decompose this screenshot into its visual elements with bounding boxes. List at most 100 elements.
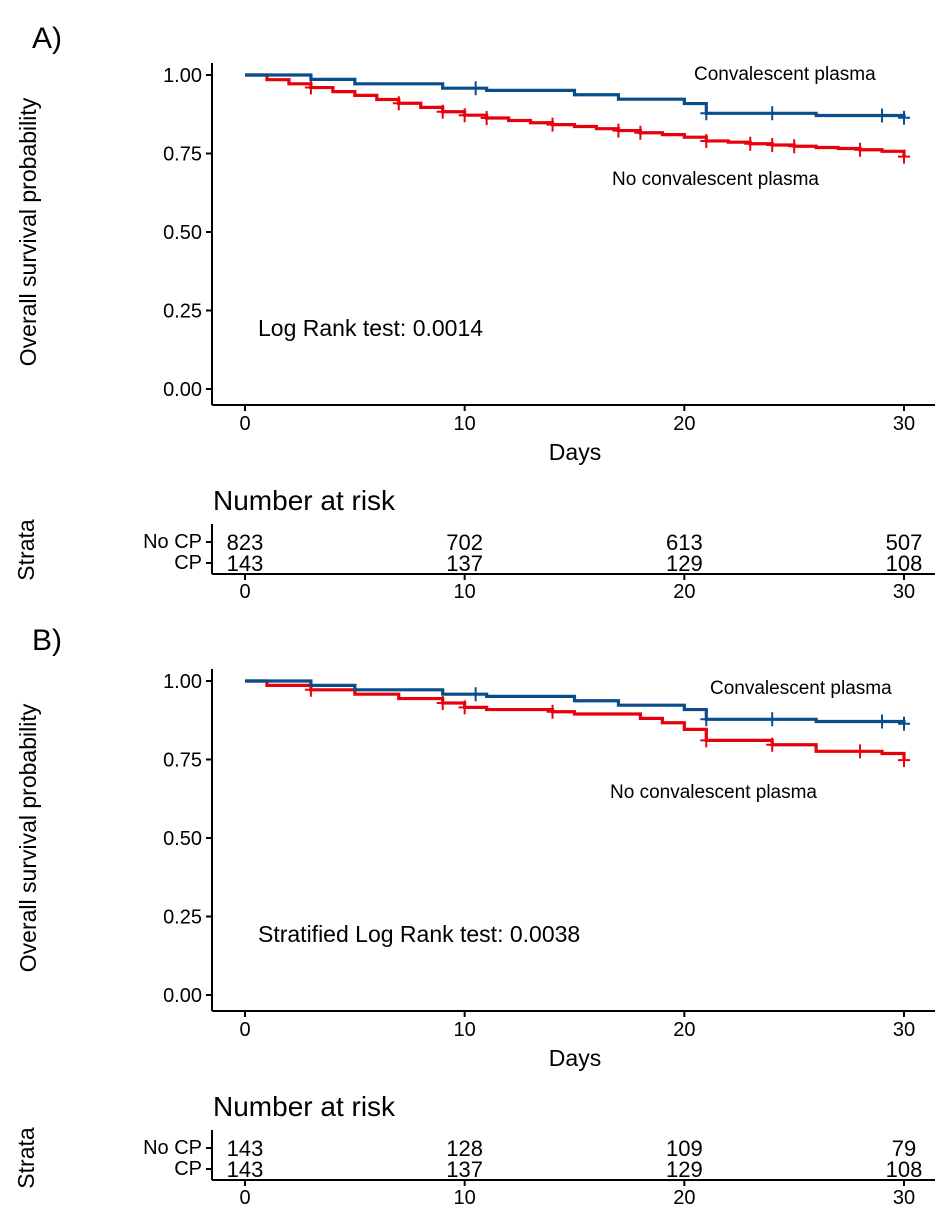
no-cp-survival-curve — [245, 679, 906, 761]
y-tick-label: 0.50 — [163, 222, 202, 244]
y-tick-label: 0.75 — [163, 144, 202, 166]
risk-table-title: Number at risk — [213, 1091, 396, 1122]
censor-mark — [700, 712, 713, 727]
censor-mark — [612, 123, 625, 138]
risk-count: 507 — [886, 530, 923, 555]
y-tick-label: 1.00 — [163, 671, 202, 693]
risk-count: 143 — [227, 551, 264, 576]
y-axis-title: Overall survival probability — [15, 703, 41, 972]
censor-mark — [458, 700, 471, 715]
panel-b: B) 0.00 0.25 0.50 0.75 1.00 0 10 20 30 Days Overall… — [13, 624, 935, 1209]
y-tick-label: 0.75 — [163, 750, 202, 772]
x-tick-label: 0 — [239, 1019, 250, 1041]
censor-mark — [458, 108, 471, 123]
y-tick-label: 0.00 — [163, 985, 202, 1007]
risk-x-tick-label: 0 — [239, 1187, 250, 1209]
no-cp-curve-label: No convalescent plasma — [610, 782, 817, 803]
risk-count: 109 — [666, 1136, 703, 1161]
censor-mark — [436, 104, 449, 119]
y-axis-title: Overall survival probability — [15, 97, 41, 366]
cp-curve-label: Convalescent plasma — [694, 64, 876, 85]
strata-axis-title: Strata — [13, 519, 39, 581]
risk-row-label: CP — [174, 552, 202, 574]
censor-mark — [898, 149, 910, 164]
risk-x-tick-label: 10 — [454, 1187, 476, 1209]
cp-survival-curve — [245, 679, 906, 724]
panel-label: A) — [32, 22, 62, 55]
risk-x-tick-label: 0 — [239, 581, 250, 603]
x-tick-label: 30 — [893, 413, 915, 435]
cp-survival-curve — [245, 73, 906, 118]
x-tick-label: 10 — [454, 1019, 476, 1041]
risk-row-label: No CP — [143, 1137, 202, 1159]
risk-table-title: Number at risk — [213, 485, 396, 516]
censor-mark — [469, 81, 482, 96]
panel-a: A) 0.00 0.25 0.50 0.75 1.00 0 10 20 30 Days Overall… — [13, 22, 935, 603]
censor-mark — [898, 110, 910, 125]
censor-mark — [480, 111, 493, 126]
cp-curve-label: Convalescent plasma — [710, 678, 892, 699]
log-rank-test-label: Stratified Log Rank test: 0.0038 — [258, 921, 580, 947]
risk-count: 137 — [446, 1157, 483, 1182]
censor-mark — [788, 139, 801, 154]
censor-mark — [744, 136, 757, 151]
x-tick-label: 20 — [673, 413, 695, 435]
risk-count: 823 — [227, 530, 264, 555]
risk-x-tick-label: 20 — [673, 1187, 695, 1209]
x-axis-title: Days — [549, 1045, 601, 1071]
censor-mark — [304, 80, 317, 95]
y-tick-label: 0.25 — [163, 301, 202, 323]
risk-count: 129 — [666, 551, 703, 576]
censor-mark — [436, 695, 449, 710]
censor-mark — [766, 737, 779, 752]
x-tick-label: 10 — [454, 413, 476, 435]
risk-count: 108 — [886, 551, 923, 576]
y-tick-label: 0.00 — [163, 379, 202, 401]
censor-mark — [766, 138, 779, 153]
risk-count: 79 — [892, 1136, 916, 1161]
y-tick-label: 1.00 — [163, 65, 202, 87]
risk-x-tick-label: 30 — [893, 581, 915, 603]
x-tick-label: 30 — [893, 1019, 915, 1041]
risk-count: 129 — [666, 1157, 703, 1182]
censor-mark — [898, 753, 910, 768]
risk-count: 108 — [886, 1157, 923, 1182]
censor-mark — [876, 108, 889, 123]
risk-count: 613 — [666, 530, 703, 555]
censor-mark — [634, 125, 647, 140]
censor-mark — [392, 96, 405, 111]
risk-count: 128 — [446, 1136, 483, 1161]
x-tick-label: 20 — [673, 1019, 695, 1041]
censor-mark — [700, 733, 713, 748]
risk-row-label: CP — [174, 1158, 202, 1180]
censor-mark — [766, 106, 779, 121]
log-rank-test-label: Log Rank test: 0.0014 — [258, 315, 483, 341]
censor-mark — [854, 142, 867, 157]
censor-mark — [766, 712, 779, 727]
risk-count: 143 — [227, 1157, 264, 1182]
censor-mark — [854, 744, 867, 759]
y-tick-label: 0.25 — [163, 907, 202, 929]
censor-mark — [700, 133, 713, 148]
censor-mark — [546, 117, 559, 132]
censor-mark — [876, 714, 889, 729]
risk-count: 143 — [227, 1136, 264, 1161]
y-tick-label: 0.50 — [163, 828, 202, 850]
risk-count: 702 — [446, 530, 483, 555]
censor-mark — [469, 687, 482, 702]
no-cp-curve-label: No convalescent plasma — [612, 169, 819, 190]
censor-mark — [546, 704, 559, 719]
strata-axis-title: Strata — [13, 1127, 39, 1189]
censor-mark — [898, 716, 910, 731]
risk-row-label: No CP — [143, 531, 202, 553]
panel-label: B) — [32, 624, 62, 657]
risk-count: 137 — [446, 551, 483, 576]
risk-x-tick-label: 20 — [673, 581, 695, 603]
x-axis-title: Days — [549, 439, 601, 465]
risk-x-tick-label: 30 — [893, 1187, 915, 1209]
censor-mark — [700, 106, 713, 121]
x-tick-label: 0 — [239, 413, 250, 435]
risk-x-tick-label: 10 — [454, 581, 476, 603]
no-cp-survival-curve — [245, 73, 906, 157]
